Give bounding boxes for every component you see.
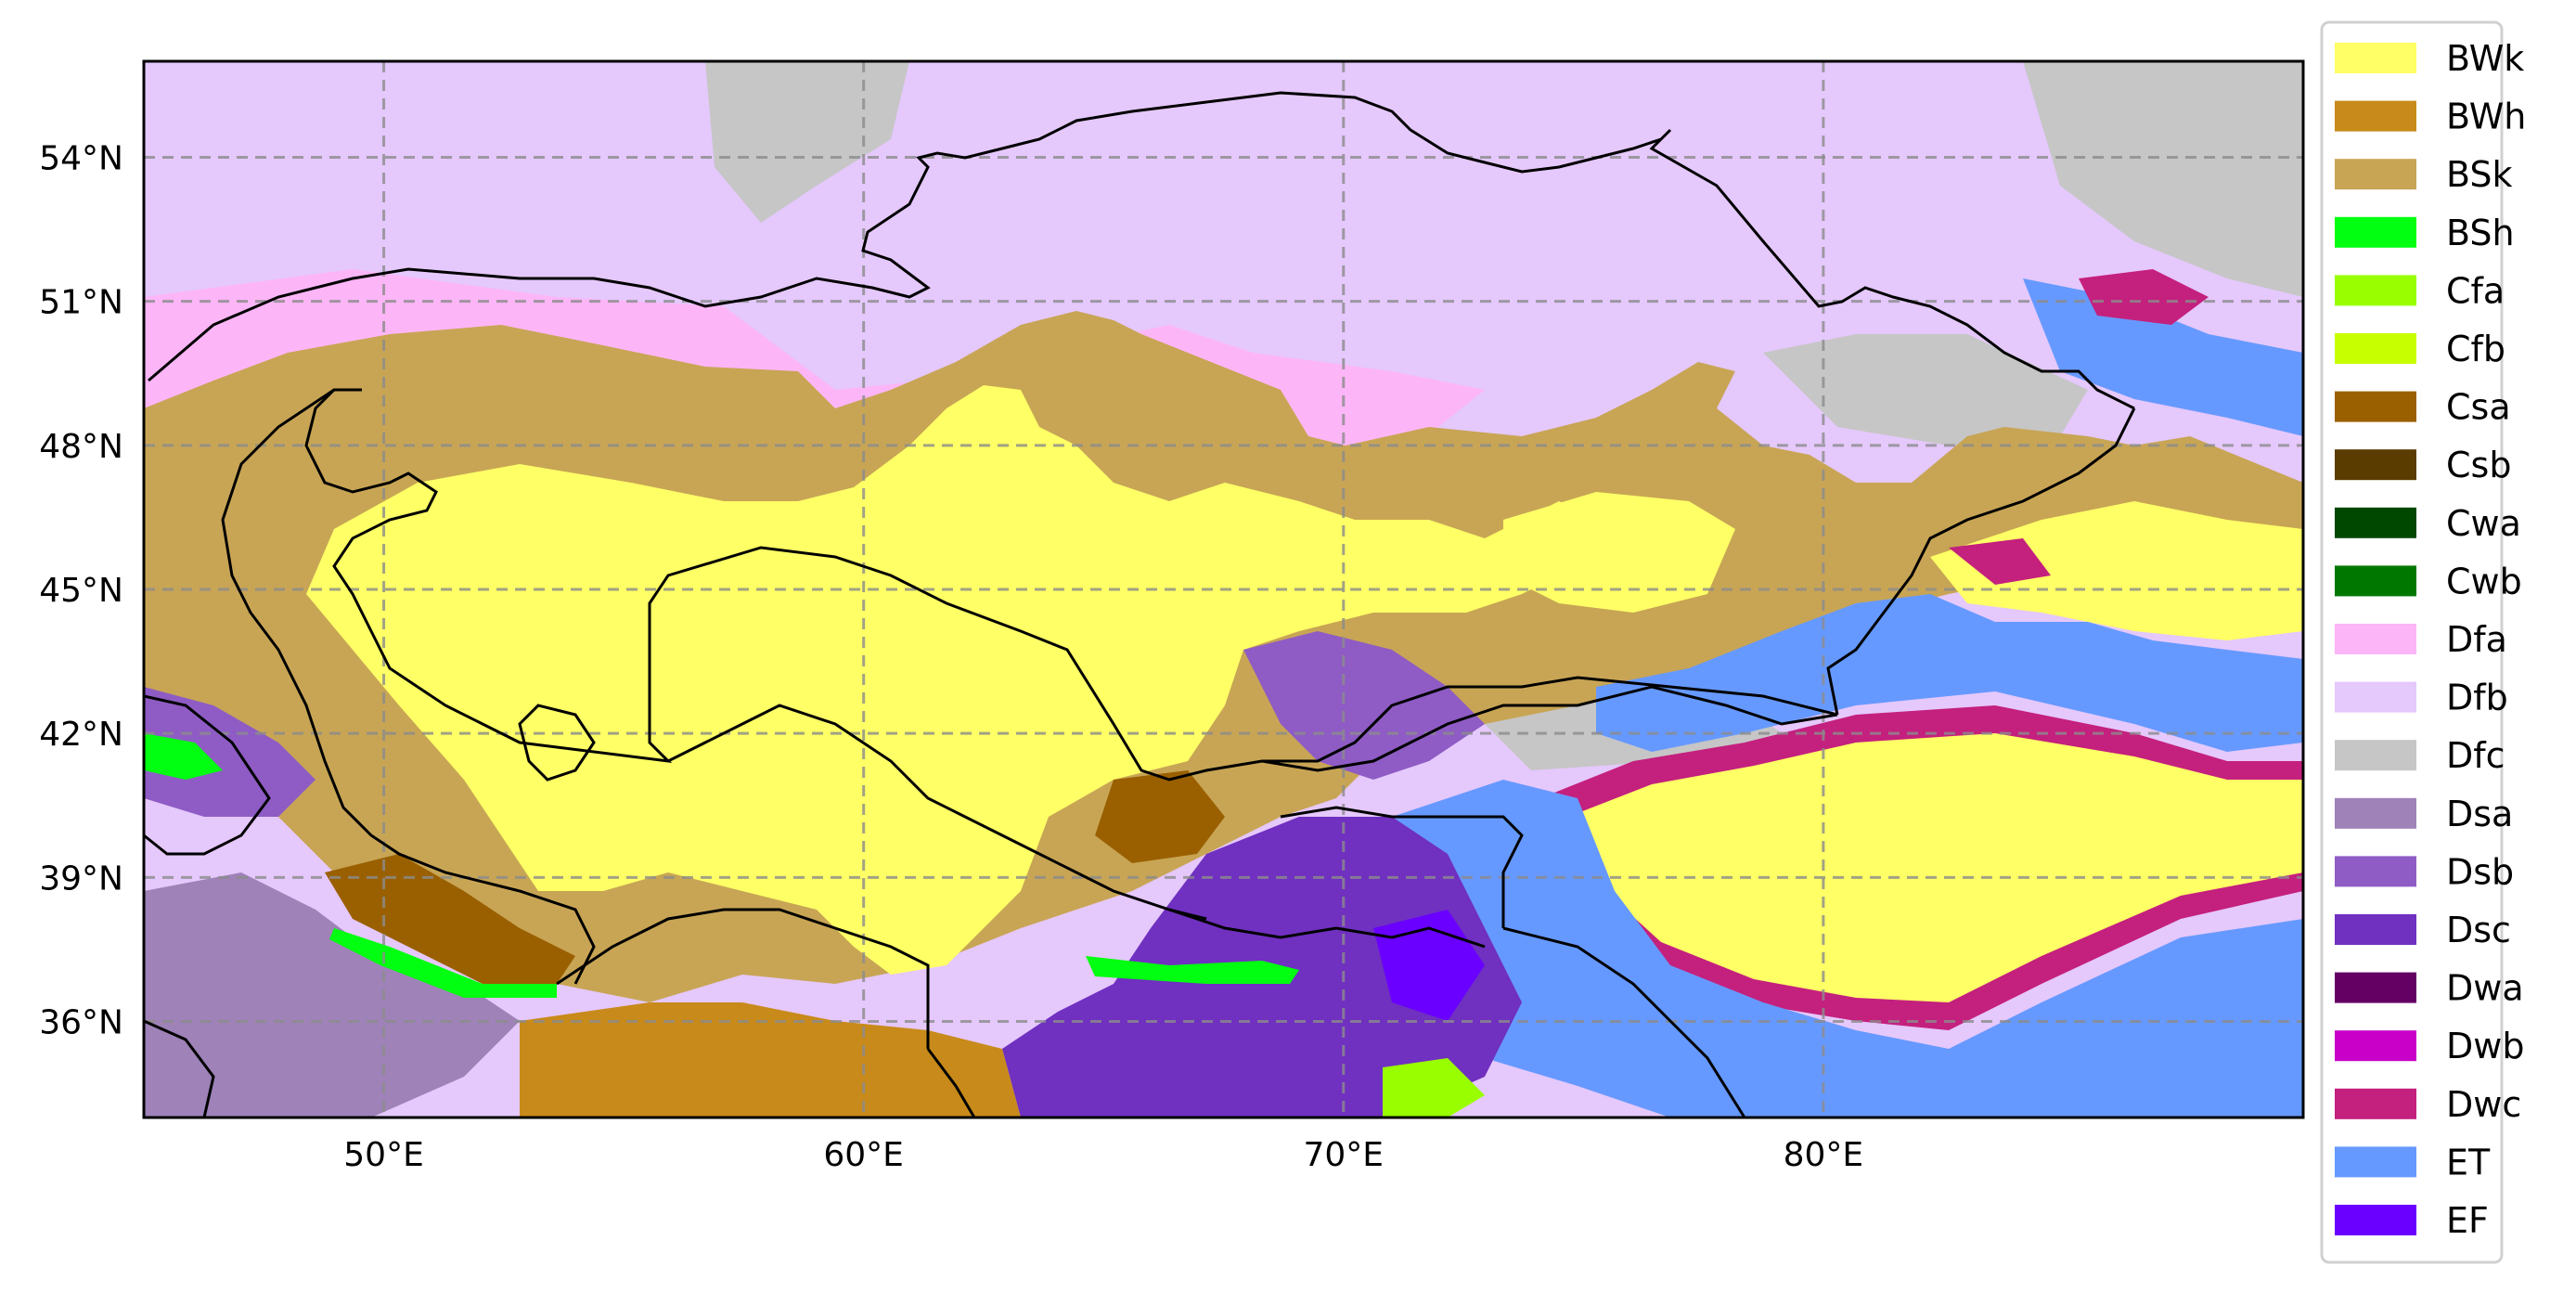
zone-bwh-south: [520, 1002, 1021, 1118]
legend-label-bsh: BSh: [2446, 213, 2515, 253]
border-iran-afghan: [926, 1048, 976, 1118]
legend-swatch-bsk: [2335, 159, 2416, 190]
legend-swatch-csb: [2335, 449, 2416, 481]
border-kazakhstan-south: [417, 546, 1838, 782]
legend-swatch-dsc: [2335, 914, 2416, 945]
zone-dfc-east: [1763, 334, 2088, 446]
zone-dwc-altai: [2079, 269, 2209, 325]
x-tick-label: 50°E: [343, 1136, 424, 1174]
legend-swatch-ef: [2335, 1205, 2416, 1235]
border-caucasus: [144, 694, 271, 856]
legend-label-ef: EF: [2446, 1200, 2489, 1241]
legend-swatch-dwa: [2335, 972, 2416, 1003]
legend-label-dfa: Dfa: [2446, 619, 2507, 660]
border-iran-west: [144, 1019, 215, 1118]
y-tick-label: 39°N: [39, 859, 123, 898]
legend-label-bwh: BWh: [2446, 97, 2526, 137]
legend-label-bsk: BSk: [2446, 154, 2513, 195]
zone-cfa-patch: [1383, 1058, 1485, 1118]
zone-dsb-tianshan-west: [1243, 631, 1485, 780]
zone-bsh-caucasus: [144, 733, 223, 780]
legend-swatch-dwc: [2335, 1088, 2416, 1119]
country-borders: [144, 91, 2136, 1118]
legend-label-dsa: Dsa: [2446, 794, 2513, 834]
border-caspian-outline: [304, 388, 438, 689]
legend-swatch-dfb: [2335, 681, 2416, 713]
zone-bsh-kopet: [329, 928, 557, 998]
zone-dfc-north: [705, 61, 909, 223]
legend-label-dsc: Dsc: [2446, 910, 2511, 950]
border-kazakhstan-russia: [148, 91, 2135, 410]
legend-label-csb: Csb: [2446, 445, 2511, 485]
y-tick-label: 45°N: [39, 572, 123, 610]
legend-label-cfa: Cfa: [2446, 270, 2505, 311]
zone-dwc-kyrgyz: [1949, 538, 2051, 585]
legend-swatch-dfa: [2335, 624, 2416, 654]
x-axis-ticks: 50°E 60°E 70°E 80°E: [343, 1136, 1863, 1174]
border-kazakhstan-china: [1826, 407, 2136, 716]
border-china-pakistan: [1502, 926, 1746, 1118]
gridlines: [144, 61, 2303, 1118]
legend-label-dwb: Dwb: [2446, 1026, 2524, 1066]
legend-label-cwb: Cwb: [2446, 561, 2522, 601]
legend-label-bwk: BWk: [2446, 38, 2524, 79]
legend-label-dfb: Dfb: [2446, 678, 2508, 718]
x-tick-label: 70°E: [1303, 1136, 1384, 1174]
zone-csa-fergana: [1095, 770, 1225, 863]
legend-swatch-dwb: [2335, 1030, 2416, 1062]
border-aral-sea: [518, 704, 596, 782]
legend-label-dfc: Dfc: [2446, 735, 2505, 776]
zone-bsh-south: [1086, 956, 1299, 984]
zone-bwk-balkhash: [1503, 492, 1735, 613]
legend-swatch-cfa: [2335, 275, 2416, 306]
legend-label-dsb: Dsb: [2446, 851, 2514, 892]
zone-et-altai: [2023, 278, 2303, 436]
legend-label-dwc: Dwc: [2446, 1084, 2521, 1125]
y-tick-label: 48°N: [39, 428, 123, 466]
zone-dsb-caucasus: [144, 687, 316, 817]
zone-et-pamir: [1373, 780, 2303, 1118]
legend-swatch-bsh: [2335, 216, 2416, 248]
legend-label-et: ET: [2446, 1142, 2491, 1182]
legend-label-csa: Csa: [2446, 387, 2511, 428]
legend-swatch-cfb: [2335, 333, 2416, 364]
zone-dsa-iran: [144, 872, 520, 1118]
legend-swatch-dfc: [2335, 740, 2416, 771]
zone-bwk-dzungaria: [1930, 501, 2303, 640]
legend-swatch-cwa: [2335, 507, 2416, 538]
map-frame-border: [142, 59, 2305, 1119]
border-caspian-west: [221, 388, 596, 985]
legend-swatch-bwh: [2335, 100, 2416, 132]
legend-swatch-csa: [2335, 391, 2416, 422]
x-tick-label: 80°E: [1784, 1136, 1864, 1174]
legend-label-dwa: Dwa: [2446, 968, 2524, 1009]
legend-label-cfb: Cfb: [2446, 329, 2505, 369]
legend-swatch-dsb: [2335, 856, 2416, 887]
zone-dfc-northeast: [2023, 61, 2303, 297]
legend: BWk BWh BSk BSh Cfa Cfb Csa Csb Cwa Cwb Dfa Dfb Dfc D…: [2320, 20, 2526, 1264]
y-tick-label: 51°N: [39, 284, 123, 322]
legend-items: BWk BWh BSk BSh Cfa Cfb Csa Csb Cwa Cwb Dfa Dfb Dfc D…: [2335, 38, 2526, 1241]
zone-csa-kopet: [325, 854, 575, 984]
x-tick-label: 60°E: [823, 1136, 904, 1174]
legend-swatch-dsa: [2335, 797, 2416, 829]
y-axis-ticks: 54°N 51°N 48°N 45°N 42°N 39°N 36°N: [39, 139, 123, 1041]
border-uzbekistan-turkmenistan: [667, 704, 1207, 921]
y-tick-label: 42°N: [39, 716, 123, 754]
legend-swatch-et: [2335, 1146, 2416, 1178]
y-tick-label: 36°N: [39, 1004, 123, 1042]
zone-et-tianshan: [1596, 594, 2303, 752]
border-tajik: [1280, 806, 1524, 928]
border-kyrgyz: [1261, 685, 1838, 772]
legend-swatch-cwb: [2335, 565, 2416, 597]
y-tick-label: 54°N: [39, 139, 123, 177]
map-panel: [144, 61, 2303, 1118]
zone-bwk-tarim: [1568, 733, 2303, 1002]
zone-bwk-turan: [306, 385, 1596, 975]
legend-label-cwa: Cwa: [2446, 503, 2521, 544]
border-tajik-afghan: [1168, 908, 1486, 949]
border-turkmenistan-iran: [556, 908, 930, 1049]
legend-swatch-bwk: [2335, 43, 2416, 73]
